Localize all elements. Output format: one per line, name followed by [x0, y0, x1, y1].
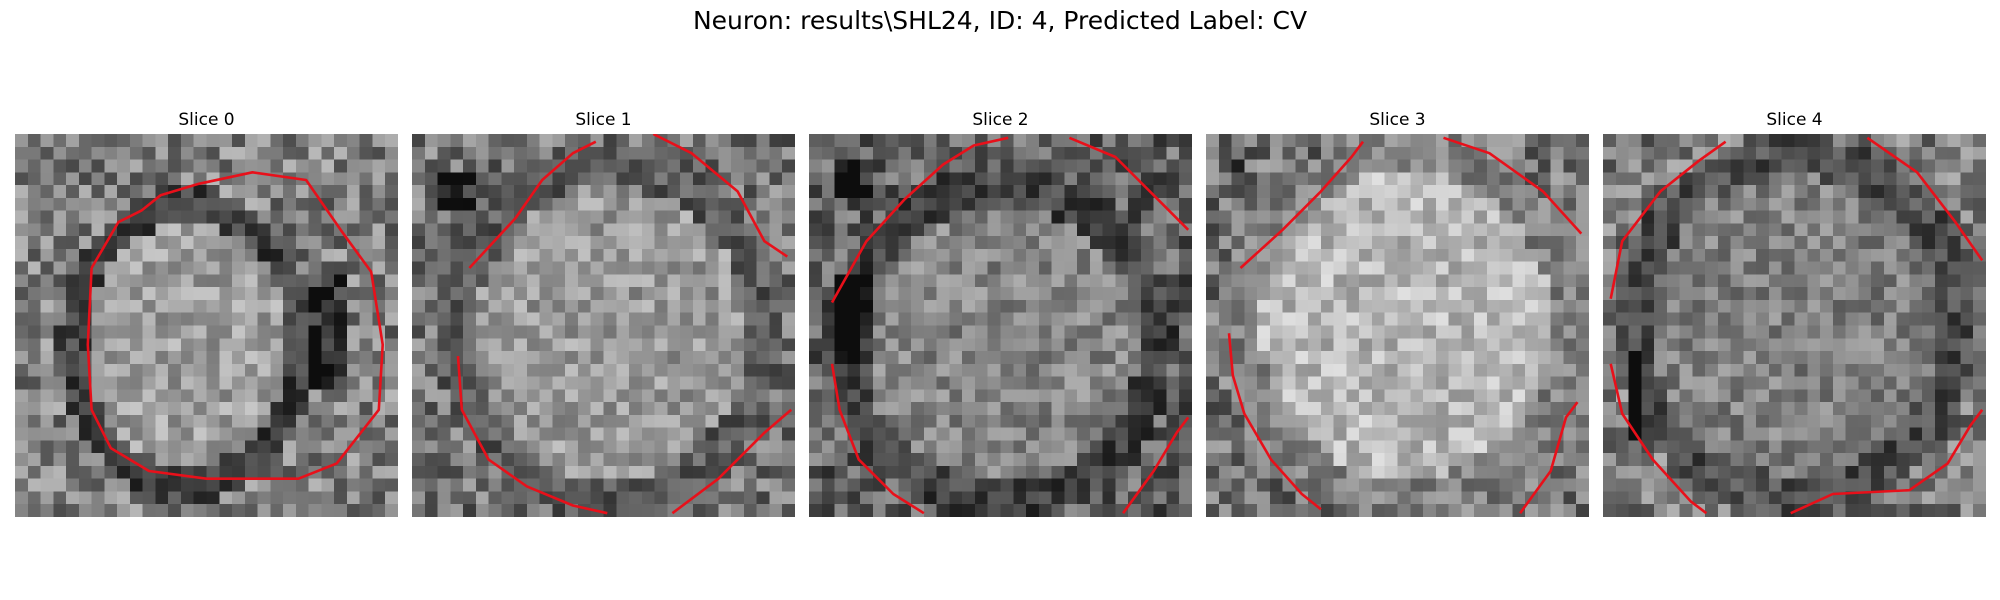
- segmentation-contour: [1227, 333, 1322, 511]
- panel-title: Slice 3: [1369, 110, 1426, 130]
- segmentation-contour: [1122, 416, 1190, 514]
- segmentation-contour: [1609, 363, 1708, 515]
- segmentation-contour: [1239, 140, 1365, 269]
- segmentation-contour: [468, 140, 597, 269]
- segmentation-contour: [1519, 401, 1579, 514]
- panel-title: Slice 0: [178, 110, 235, 130]
- segmentation-contour: [652, 134, 789, 258]
- segmentation-contour: [830, 363, 925, 515]
- neuron-image: [1603, 134, 1986, 517]
- panel-title: Slice 1: [575, 110, 632, 130]
- neuron-image: [809, 134, 1192, 517]
- panel-slice-1: Slice 1: [412, 108, 795, 517]
- segmentation-contour: [830, 136, 1009, 304]
- neuron-image: [412, 134, 795, 517]
- segmentation-contour: [671, 408, 793, 515]
- panel-slice-2: Slice 2: [809, 108, 1192, 517]
- panel-slice-4: Slice 4: [1603, 108, 1986, 517]
- panel-slice-0: Slice 0: [15, 108, 398, 517]
- panel-slice-3: Slice 3: [1206, 108, 1589, 517]
- neuron-image: [1206, 134, 1589, 517]
- segmentation-contour: [1609, 140, 1727, 299]
- panel-title: Slice 4: [1766, 110, 1823, 130]
- figure-title: Neuron: results\SHL24, ID: 4, Predicted …: [692, 6, 1308, 35]
- segmentation-contour: [456, 356, 608, 515]
- segmentation-contour: [1068, 136, 1190, 231]
- segmentation-contour: [1443, 136, 1583, 235]
- segmentation-contour: [1790, 409, 1984, 515]
- neuron-image: [15, 134, 398, 517]
- panel-title: Slice 2: [972, 110, 1029, 130]
- segmentation-contour: [1866, 136, 1984, 262]
- segmentation-contour: [86, 170, 385, 481]
